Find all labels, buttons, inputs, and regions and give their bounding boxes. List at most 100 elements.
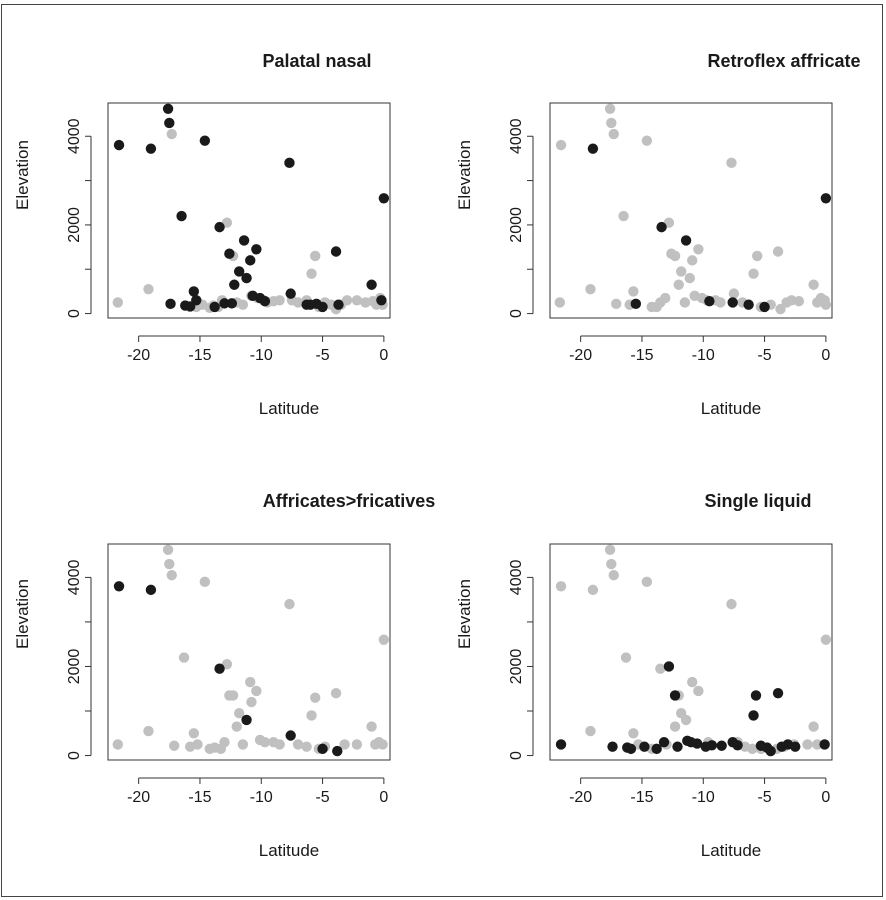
- data-point: [587, 143, 599, 154]
- data-point: [706, 740, 718, 751]
- data-point: [728, 288, 740, 299]
- data-point: [775, 303, 786, 315]
- data-point: [819, 739, 830, 750]
- x-tick-label: -15: [188, 347, 211, 364]
- data-point: [687, 255, 698, 266]
- data-point: [214, 663, 225, 674]
- data-point: [687, 676, 698, 688]
- x-tick-label: 0: [379, 347, 388, 364]
- data-point: [618, 210, 629, 222]
- data-point: [675, 266, 687, 277]
- data-point: [747, 743, 758, 755]
- data-point: [259, 295, 271, 307]
- data-point: [808, 279, 819, 290]
- data-point: [748, 268, 759, 279]
- data-point: [292, 297, 304, 308]
- panel-retroflex-affricate: Retroflex affricate Latitude Elevation -…: [455, 51, 861, 418]
- data-point: [317, 743, 328, 755]
- data-point: [188, 728, 200, 739]
- data-point: [752, 250, 763, 262]
- y-axis-label: Elevation: [13, 140, 32, 210]
- data-point: [555, 139, 567, 151]
- data-point: [651, 743, 662, 755]
- data-point: [209, 301, 220, 313]
- y-tick-label: 0: [66, 751, 83, 760]
- data-point: [199, 135, 211, 146]
- data-point: [366, 721, 377, 732]
- x-tick-label: -10: [250, 789, 273, 806]
- plot-area: [107, 102, 391, 319]
- data-point: [351, 739, 363, 750]
- data-point: [663, 661, 675, 672]
- data-point: [658, 736, 670, 748]
- data-point: [660, 292, 671, 304]
- data-point: [178, 652, 190, 663]
- data-point: [669, 690, 681, 701]
- data-point: [808, 721, 819, 732]
- y-tick-label: 4000: [66, 118, 83, 154]
- data-point: [162, 544, 174, 555]
- data-point: [246, 696, 257, 708]
- data-point: [113, 581, 125, 592]
- data-point: [793, 295, 805, 307]
- data-point: [237, 299, 249, 310]
- data-point: [241, 272, 252, 284]
- data-point: [188, 286, 200, 297]
- x-tick-label: -10: [692, 347, 715, 364]
- data-point: [628, 728, 639, 739]
- x-tick-label: -20: [569, 347, 592, 364]
- data-point: [726, 157, 737, 169]
- data-point: [376, 295, 387, 306]
- data-point: [231, 721, 242, 732]
- data-point: [727, 297, 738, 308]
- data-point: [214, 221, 225, 233]
- data-point: [351, 295, 363, 306]
- data-point: [641, 135, 653, 146]
- y-axis-label: Elevation: [455, 140, 474, 210]
- chart-title: Affricates>fricatives: [263, 491, 436, 511]
- data-point: [366, 279, 377, 290]
- x-tick-label: 0: [379, 789, 388, 806]
- data-point: [259, 736, 271, 748]
- data-point: [176, 210, 187, 222]
- data-point: [669, 250, 681, 262]
- x-tick-label: -5: [315, 789, 329, 806]
- data-point: [292, 739, 304, 750]
- data-point: [199, 576, 211, 588]
- data-point: [606, 558, 617, 570]
- data-point: [555, 739, 567, 750]
- data-point: [606, 117, 617, 129]
- data-point: [162, 103, 174, 114]
- data-point: [680, 235, 692, 246]
- y-tick-label: 2000: [66, 207, 83, 243]
- x-axis-label: Latitude: [259, 841, 320, 860]
- data-point: [330, 246, 342, 257]
- y-tick-label: 0: [508, 751, 525, 760]
- data-point: [219, 736, 230, 748]
- y-tick-label: 2000: [508, 649, 525, 685]
- y-tick-label: 4000: [508, 118, 525, 154]
- data-point: [330, 687, 342, 699]
- data-point: [143, 725, 154, 737]
- data-point: [820, 299, 832, 310]
- data-point: [716, 740, 727, 751]
- data-point: [715, 297, 726, 308]
- data-point: [285, 730, 296, 741]
- figure-frame: [1, 4, 883, 897]
- data-point: [750, 690, 762, 701]
- chart-title: Retroflex affricate: [707, 51, 860, 71]
- data-point: [166, 128, 177, 140]
- data-point: [274, 739, 285, 750]
- data-point: [233, 266, 245, 277]
- x-tick-label: -15: [630, 347, 653, 364]
- x-tick-label: -5: [757, 789, 771, 806]
- data-point: [274, 295, 285, 306]
- y-tick-label: 2000: [66, 649, 83, 685]
- x-axis-label: Latitude: [701, 841, 762, 860]
- y-tick-label: 2000: [508, 207, 525, 243]
- data-point: [812, 739, 823, 750]
- x-tick-label: 0: [821, 789, 830, 806]
- x-tick-label: -5: [757, 347, 771, 364]
- data-point: [166, 569, 177, 581]
